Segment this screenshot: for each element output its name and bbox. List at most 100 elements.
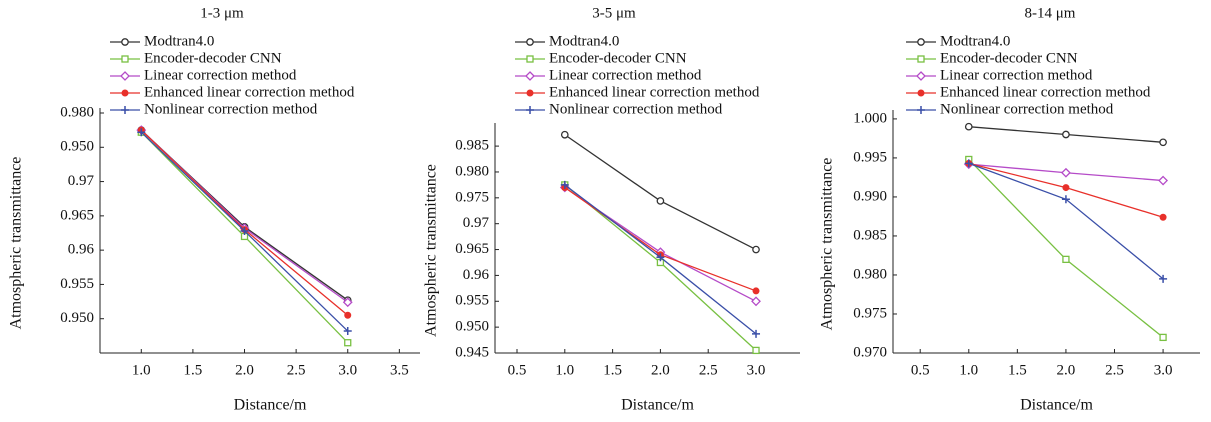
legend-marker — [526, 55, 534, 63]
y-tick-label: 0.950 — [60, 310, 94, 326]
marker — [560, 130, 569, 139]
legend-marker — [917, 106, 925, 114]
y-axis-label: Atmospheric transmittance — [819, 158, 836, 331]
y-tick-label: 0.965 — [60, 207, 94, 223]
legend-marker — [917, 89, 925, 97]
panel: 3-5 μm Atmospheric transmittance Distance/… — [423, 5, 800, 414]
legend-marker — [120, 71, 130, 81]
marker — [1062, 184, 1070, 192]
y-tick-label: 0.96 — [68, 242, 95, 258]
x-tick-label: 1.5 — [1008, 362, 1027, 378]
y-tick-label: 0.970 — [853, 344, 887, 360]
marker — [752, 329, 761, 338]
legend-label: Nonlinear correction method — [549, 101, 723, 117]
legend-label: Linear correction method — [940, 67, 1093, 83]
legend-marker — [917, 55, 925, 63]
series-line — [140, 129, 349, 316]
y-tick-label: 1.000 — [853, 110, 887, 126]
legend-label: Enhanced linear correction method — [144, 84, 355, 100]
y-tick-label: 0.97 — [68, 173, 95, 189]
legend-marker — [121, 106, 129, 114]
x-axis-label: Distance/m — [234, 397, 307, 414]
y-tick-label: 0.975 — [853, 305, 887, 321]
y-tick-label: 0.955 — [455, 293, 489, 309]
legend-marker — [917, 38, 925, 46]
legend-label: Modtran4.0 — [144, 33, 214, 49]
legend-marker — [121, 55, 129, 63]
marker — [752, 287, 760, 295]
panel: 8-14 μm Atmospheric transmittance Distance… — [819, 5, 1200, 414]
legend-label: Modtran4.0 — [940, 33, 1010, 49]
y-tick-label: 0.950 — [455, 319, 489, 335]
legend-label: Enhanced linear correction method — [940, 84, 1151, 100]
x-axis-label: Distance/m — [1020, 397, 1093, 414]
marker — [964, 159, 973, 168]
series-line — [140, 129, 349, 301]
series-line — [564, 184, 757, 351]
panel: 1-3 μm Atmospheric transmittance Distance/… — [8, 5, 420, 414]
marker — [1062, 130, 1070, 139]
panel-title: 3-5 μm — [592, 5, 636, 21]
y-axis-label: Atmospheric transmittance — [8, 157, 25, 330]
legend-label: Nonlinear correction method — [144, 101, 318, 117]
marker — [137, 128, 146, 137]
marker — [342, 297, 353, 308]
legend-label: Modtran4.0 — [549, 33, 619, 49]
marker — [240, 226, 249, 235]
series-line — [564, 134, 757, 251]
legend-label: Nonlinear correction method — [940, 101, 1114, 117]
x-tick-label: 1.0 — [959, 362, 978, 378]
y-tick-label: 0.980 — [853, 266, 887, 282]
x-tick-label: 0.5 — [508, 362, 527, 378]
marker — [656, 197, 665, 205]
marker — [1062, 255, 1070, 264]
marker — [1159, 213, 1167, 221]
marker — [344, 311, 352, 319]
marker — [560, 180, 569, 189]
x-tick-label: 2.0 — [235, 362, 254, 378]
series-line — [140, 129, 349, 303]
marker — [656, 253, 665, 262]
y-tick-label: 0.97 — [463, 215, 490, 231]
y-tick-label: 0.980 — [455, 163, 489, 179]
x-tick-label: 2.5 — [1105, 362, 1124, 378]
legend-marker — [121, 89, 129, 97]
legend-marker — [526, 106, 534, 114]
marker — [1158, 175, 1168, 186]
panel-title: 8-14 μm — [1025, 5, 1076, 21]
x-tick-label: 1.0 — [132, 362, 151, 378]
y-tick-label: 0.955 — [60, 276, 94, 292]
y-tick-label: 0.980 — [60, 104, 94, 120]
legend-marker — [526, 89, 534, 97]
y-tick-label: 0.945 — [455, 344, 489, 360]
marker — [751, 296, 761, 307]
legend-label: Encoder-decoder CNN — [549, 50, 687, 66]
marker — [1061, 167, 1071, 178]
y-tick-label: 0.990 — [853, 188, 887, 204]
x-tick-label: 3.5 — [390, 362, 409, 378]
legend-marker — [121, 38, 129, 46]
x-tick-label: 1.5 — [184, 362, 203, 378]
y-tick-label: 0.985 — [853, 227, 887, 243]
x-axis-label: Distance/m — [621, 397, 694, 414]
panel-title: 1-3 μm — [200, 5, 244, 21]
marker — [964, 122, 973, 131]
x-tick-label: 3.0 — [1154, 362, 1173, 378]
x-tick-label: 1.0 — [555, 362, 574, 378]
x-tick-label: 0.5 — [911, 362, 930, 378]
marker — [343, 327, 352, 336]
legend-label: Linear correction method — [144, 67, 297, 83]
legend-label: Encoder-decoder CNN — [144, 50, 282, 66]
x-tick-label: 2.5 — [699, 362, 718, 378]
marker — [344, 339, 352, 347]
y-tick-label: 0.965 — [455, 241, 489, 257]
y-tick-label: 0.995 — [853, 149, 887, 165]
marker — [1159, 333, 1167, 342]
legend-label: Encoder-decoder CNN — [940, 50, 1078, 66]
legend-marker — [526, 38, 534, 46]
x-tick-label: 3.0 — [338, 362, 357, 378]
x-tick-label: 1.5 — [603, 362, 622, 378]
y-tick-label: 0.950 — [60, 139, 94, 155]
marker — [752, 245, 760, 254]
